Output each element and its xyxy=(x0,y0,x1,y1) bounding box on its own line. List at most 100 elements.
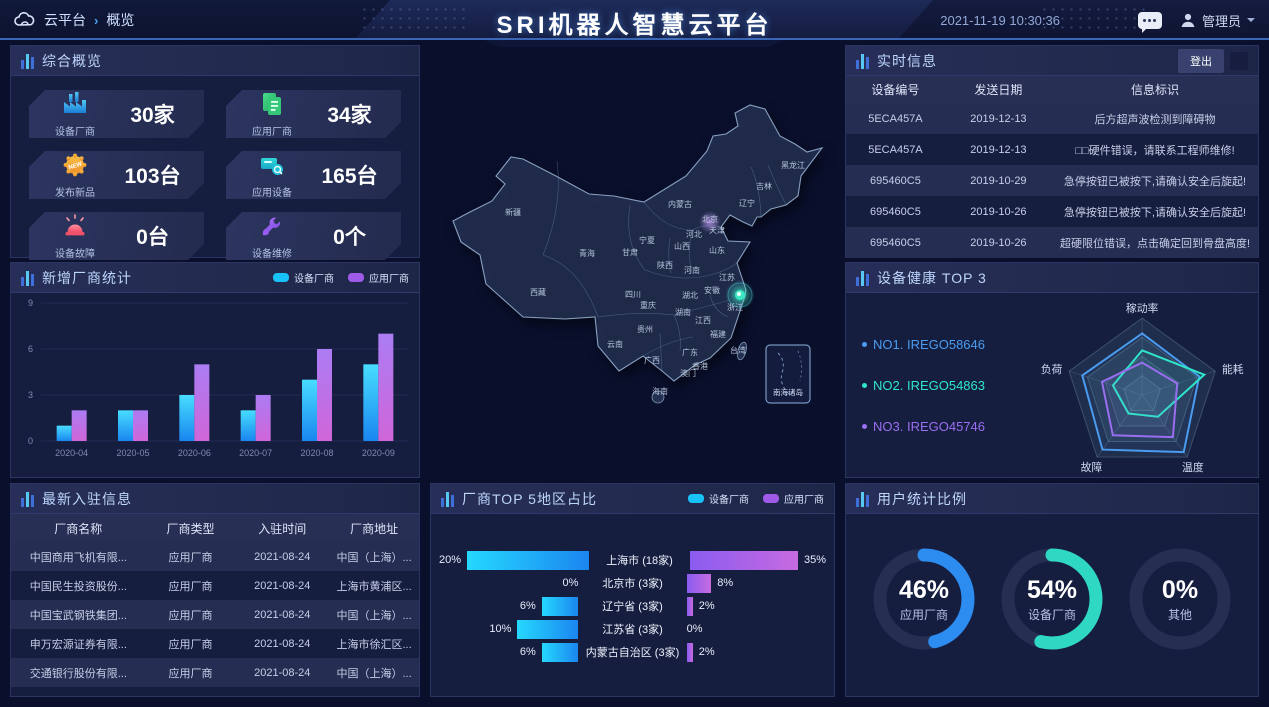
bar-应用厂商-2020-09[interactable] xyxy=(378,333,394,441)
bar-设备厂商-2020-06[interactable] xyxy=(179,395,195,441)
device-rank-item-1[interactable]: NO1. IREGO58646 xyxy=(862,337,1022,352)
tornado-row: 10% 江苏省 (3家) 0% xyxy=(439,619,826,639)
y-tick-label: 9 xyxy=(28,298,33,308)
region-title-text: 厂商TOP 5地区占比 xyxy=(462,490,597,507)
gauge-percentage: 46% xyxy=(898,575,950,604)
tornado-category-label: 内蒙古自治区 (3家) xyxy=(585,647,680,659)
stat-card-value: 34家 xyxy=(327,104,372,127)
stat-card-new-product[interactable]: NEW 发布新品 103台 xyxy=(29,151,204,199)
device-rank-label: NO3. IREGO45746 xyxy=(873,419,985,434)
right-value-label: 2% xyxy=(698,600,715,612)
table-cell: 5ECA457A xyxy=(868,112,923,125)
province-label-云南: 云南 xyxy=(607,339,623,349)
y-tick-label: 0 xyxy=(28,436,33,446)
legend-swatch xyxy=(348,273,364,282)
y-tick-label: 6 xyxy=(28,344,33,354)
bar-设备厂商-2020-05[interactable] xyxy=(118,410,133,441)
decor-dots-right xyxy=(1040,5,1145,35)
left-bar-上海市 (18家)[interactable] xyxy=(467,550,590,570)
province-label-甘肃: 甘肃 xyxy=(622,247,638,257)
legend-item-app-vendor[interactable]: 应用厂商 xyxy=(763,491,824,506)
rank-bullet-icon xyxy=(862,342,867,347)
breadcrumb-page[interactable]: 概览 xyxy=(106,12,135,28)
table-cell: 2021-08-24 xyxy=(254,637,311,650)
stat-card-app-vendor[interactable]: 应用厂商 34家 xyxy=(226,90,401,138)
right-value-label: 35% xyxy=(803,554,826,566)
bar-应用厂商-2020-04[interactable] xyxy=(71,410,87,441)
overview-title-text: 综合概览 xyxy=(42,52,102,69)
new-vendor-bar-chart: 0 3 6 9 2020-04 2020-05 2020-06 2020-07 2020-08 2… xyxy=(28,298,409,458)
left-bar-辽宁省 (3家)[interactable] xyxy=(541,596,579,616)
legend-item-device-vendor[interactable]: 设备厂商 xyxy=(273,270,334,285)
device-rank-item-2[interactable]: NO2. IREGO54863 xyxy=(862,378,1022,393)
left-bar-zone: 6% xyxy=(439,642,579,662)
table-cell: 中国（上海）... xyxy=(336,551,412,564)
device-rank-item-3[interactable]: NO3. IREGO45746 xyxy=(862,419,1022,434)
user-menu[interactable]: 管理员 xyxy=(1180,11,1255,30)
province-label-贵州: 贵州 xyxy=(637,324,653,334)
right-bar-辽宁省 (3家)[interactable] xyxy=(686,596,693,616)
right-bar-zone: 8% xyxy=(686,573,826,593)
province-label-湖北: 湖北 xyxy=(682,291,698,300)
bar-设备厂商-2020-08[interactable] xyxy=(302,379,317,441)
health-panel-title: 设备健康 TOP 3 xyxy=(846,263,1258,293)
legend-item-device-vendor[interactable]: 设备厂商 xyxy=(688,491,749,506)
ratio-gauge-其他: 0% 其他 xyxy=(1121,540,1239,658)
table-cell: 2019-12-13 xyxy=(970,112,1027,125)
table-row: 交通银行股份有限... 应用厂商 2021-08-24 中国（上海）... xyxy=(11,658,419,687)
province-label-台湾: 台湾 xyxy=(730,345,746,355)
device-health-panel: 设备健康 TOP 3 NO1. IREGO58646 NO2. IREGO5486… xyxy=(845,262,1259,478)
province-label-陕西: 陕西 xyxy=(657,260,673,270)
province-label-山东: 山东 xyxy=(709,245,725,255)
table-cell: 2021-08-24 xyxy=(254,608,311,621)
bar-设备厂商-2020-04[interactable] xyxy=(56,425,72,441)
radar-series-NO3. IREGO45746 xyxy=(1100,361,1178,439)
bar-设备厂商-2020-07[interactable] xyxy=(240,410,256,441)
table-cell: 上海市黄浦区... xyxy=(336,580,412,593)
china-map: 南海诸岛 新疆 西藏 青海 甘肃 宁夏 内蒙古 黑龙江 吉林 辽宁 北京 天津 河北 山西 山东 陕西 河南江… xyxy=(430,45,835,477)
bar-应用厂商-2020-05[interactable] xyxy=(133,410,148,441)
logout-button[interactable]: 登出 xyxy=(1178,48,1224,73)
table-cell: 5ECA457A xyxy=(868,143,923,156)
bar-应用厂商-2020-07[interactable] xyxy=(255,395,271,441)
stat-card-factory[interactable]: 设备厂商 30家 xyxy=(29,90,204,138)
table-row: 中国民生投资股份... 应用厂商 2021-08-24 上海市黄浦区... xyxy=(11,571,419,600)
gauge-percentage: 0% xyxy=(1161,575,1199,604)
province-label-河北: 河北 xyxy=(686,229,702,239)
left-bar-内蒙古自治区 (3家)[interactable] xyxy=(541,642,579,662)
tornado-row: 20% 上海市 (18家) 35% xyxy=(439,550,826,570)
latest-vendors-table: 厂商名称 厂商类型 入驻时间 厂商地址 中国商用飞机有限... 应用厂商 2021-08-2… xyxy=(11,514,419,687)
left-bar-江苏省 (3家)[interactable] xyxy=(517,619,579,639)
stat-card-device[interactable]: 应用设备 165台 xyxy=(226,151,401,199)
new-vendor-title-text: 新增厂商统计 xyxy=(42,269,132,286)
stat-card-repair[interactable]: 设备维修 0个 xyxy=(226,212,401,260)
latest-vendors-panel: 最新入驻信息 厂商名称 厂商类型 入驻时间 厂商地址 中国商用飞机有限... 应用厂商 20… xyxy=(10,483,420,697)
ratio-gauge-设备厂商: 54% 设备厂商 xyxy=(993,540,1111,658)
x-tick-label: 2020-08 xyxy=(300,448,333,458)
province-label-吉林: 吉林 xyxy=(756,181,772,191)
table-cell: 中国民生投资股份... xyxy=(29,580,127,593)
messages-icon[interactable] xyxy=(1137,11,1162,33)
stat-card-fault[interactable]: 设备故障 0台 xyxy=(29,212,204,260)
right-bar-上海市 (18家)[interactable] xyxy=(689,550,798,570)
breadcrumb-app[interactable]: 云平台 xyxy=(44,12,86,28)
bar-应用厂商-2020-06[interactable] xyxy=(194,364,210,441)
table-cell: 急停按钮已被按下,请确认安全后旋起! xyxy=(1063,206,1247,219)
stat-card-value: 103台 xyxy=(124,165,181,188)
right-bar-内蒙古自治区 (3家)[interactable] xyxy=(686,642,693,662)
equalizer-icon xyxy=(856,270,869,286)
user-stats-panel-title: 用户统计比例 xyxy=(846,484,1258,514)
svg-text:南海诸岛: 南海诸岛 xyxy=(773,387,803,397)
realtime-panel-title: 实时信息 登出 xyxy=(846,46,1258,76)
bar-设备厂商-2020-09[interactable] xyxy=(363,364,379,441)
tornado-row: 6% 内蒙古自治区 (3家) 2% xyxy=(439,642,826,662)
right-bar-北京市 (3家)[interactable] xyxy=(686,573,712,593)
table-cell: 中国商用飞机有限... xyxy=(29,551,127,564)
bar-应用厂商-2020-08[interactable] xyxy=(317,349,332,441)
region-tornado-chart: 20% 上海市 (18家) 35% 0% 北京市 (3家) 8% 6% 辽宁省 (3家) 2% 1… xyxy=(431,514,834,663)
table-cell: 急停按钮已被按下,请确认安全后旋起! xyxy=(1063,175,1247,188)
legend-item-app-vendor[interactable]: 应用厂商 xyxy=(348,270,409,285)
factory-icon xyxy=(61,91,89,122)
table-cell: 中国宝武钢铁集团... xyxy=(29,609,127,622)
